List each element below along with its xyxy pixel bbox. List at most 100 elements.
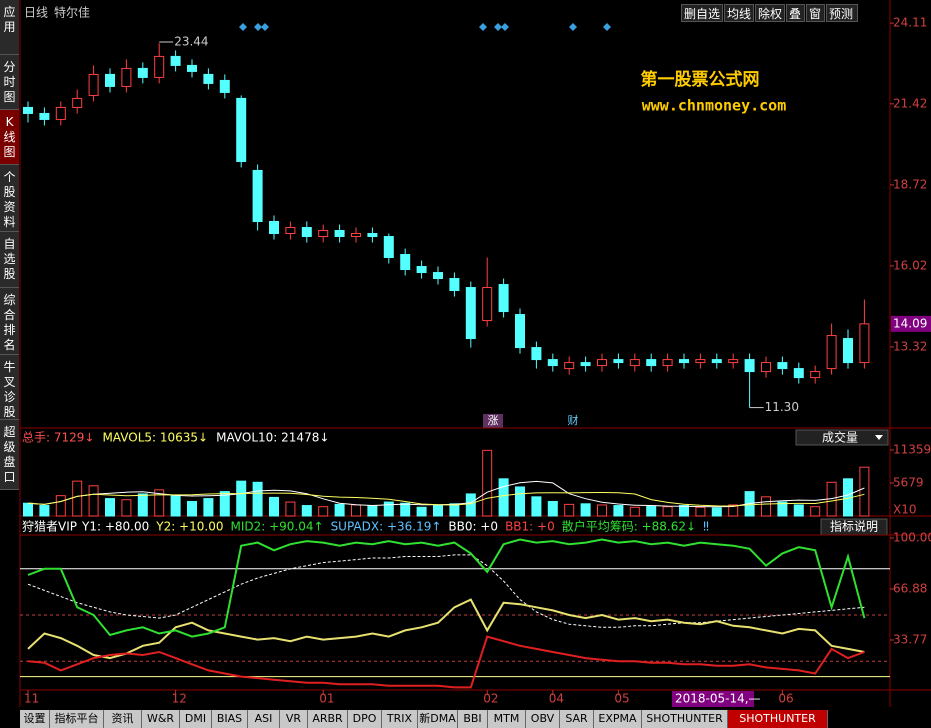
volume-bar [137, 493, 148, 517]
indicator-header: SUPADX: +36.19↑ [331, 520, 442, 534]
candle-body [318, 230, 329, 238]
volume-bar [662, 506, 673, 517]
volume-bar [465, 493, 476, 517]
volume-bar [39, 505, 50, 517]
event-tag: 财 [568, 413, 579, 427]
indicator-header: Y1: +80.00 [81, 520, 149, 534]
bottom-tab[interactable]: SHOTHUNTER [642, 710, 728, 728]
volume-bar [121, 499, 132, 517]
event-marker [239, 23, 247, 31]
volume-menu[interactable] [795, 429, 889, 446]
bottom-tab[interactable]: ARBR [308, 710, 348, 728]
event-marker [261, 23, 269, 31]
toolbar-button[interactable]: 叠 [786, 4, 805, 22]
volume-bar [793, 504, 804, 517]
volume-bar [301, 505, 312, 517]
bottom-tab[interactable]: DMI [180, 710, 212, 728]
toolbar-button[interactable]: 预测 [826, 4, 858, 22]
candle-body [646, 359, 657, 367]
sidebar-tab[interactable]: 自选股 [0, 232, 19, 288]
y-tick-label: 13.32 [893, 339, 927, 353]
volume-bar [400, 502, 411, 517]
x-tick-label: 12 [172, 692, 187, 706]
peak-label: 23.44 [174, 35, 208, 49]
indicator-header: MID2: +90.04↑ [230, 520, 323, 534]
bottom-tab[interactable]: SAR [560, 710, 594, 728]
volume-bar [219, 491, 230, 517]
bottom-tab[interactable]: DPO [348, 710, 382, 728]
toolbar-button[interactable]: 均线 [724, 4, 754, 22]
volume-bar [679, 505, 689, 517]
sidebar-tab[interactable]: 超级盘口 [0, 420, 19, 490]
bottom-tab[interactable]: 设置 [20, 710, 50, 728]
volume-bar [498, 478, 509, 517]
candle-body [383, 236, 394, 259]
volume-bar [187, 500, 197, 517]
bottom-tab[interactable]: SHOTHUNTER [728, 710, 828, 728]
sidebar-tab[interactable]: K线图 [0, 110, 19, 165]
indicator-line [27, 598, 865, 660]
sidebar-tab[interactable]: 分时图 [0, 55, 19, 110]
bottom-tab[interactable]: 新DMA [418, 710, 458, 728]
bottom-tab[interactable]: ASI [248, 710, 280, 728]
candle-body [777, 362, 788, 370]
candle-body [843, 338, 853, 364]
candle-body [547, 359, 558, 367]
bottom-tab[interactable]: 资讯 [104, 710, 142, 728]
candle-body [219, 79, 230, 93]
bottom-tab[interactable]: BIAS [212, 710, 248, 728]
sidebar-tab[interactable]: 应用 [0, 0, 19, 55]
volume-bar [531, 496, 542, 517]
bottom-tab[interactable]: EXPMA [594, 710, 642, 728]
event-marker [494, 23, 502, 31]
candle-body [400, 254, 411, 271]
volume-bar [383, 501, 394, 517]
volume-bar [55, 495, 66, 517]
candle-body [859, 323, 870, 364]
sidebar-tab[interactable]: 个股资料 [0, 165, 19, 232]
event-marker [569, 23, 577, 31]
bottom-tab[interactable]: 指标平台 [50, 710, 104, 728]
volume-menu-label[interactable]: 成交量 [822, 430, 858, 445]
volume-bar [72, 480, 83, 517]
y-tick-label: 11359 [893, 443, 931, 457]
event-markers [239, 23, 611, 31]
candle-body [449, 278, 460, 292]
candle-body [23, 106, 33, 114]
toolbar-button[interactable]: 除权 [755, 4, 785, 22]
indicator-line [27, 538, 866, 638]
volume-bar [449, 503, 460, 517]
candle-body [826, 335, 837, 370]
candle-body [334, 230, 345, 238]
x-tick-label: 06 [778, 692, 793, 706]
indicator-help-label[interactable]: 指标说明 [830, 519, 878, 534]
bottom-tab[interactable]: MTM [488, 710, 526, 728]
candle-body [416, 266, 427, 274]
y-tick-label: 18.72 [893, 177, 927, 191]
candle-body [629, 359, 640, 367]
candle-body [39, 112, 50, 120]
volume-bar [859, 466, 870, 517]
candle-body [810, 371, 821, 379]
indicator-header: Y2: +10.00 [155, 520, 223, 534]
bottom-tab[interactable]: OBV [526, 710, 560, 728]
volume-bar [695, 506, 706, 517]
bottom-tab[interactable]: W&R [142, 710, 180, 728]
volume-bar [88, 485, 99, 517]
toolbar-button[interactable]: 删自选 [681, 4, 723, 22]
bottom-tab[interactable]: BBI [458, 710, 488, 728]
volume-bar [564, 503, 575, 517]
sidebar-tab[interactable]: 牛叉诊股 [0, 355, 19, 420]
x-tick-label: 01 [319, 692, 334, 706]
toolbar-button[interactable]: 窗 [806, 4, 825, 22]
bottom-tab[interactable]: TRIX [382, 710, 418, 728]
volume-bar [613, 505, 624, 517]
indicator-line [27, 554, 865, 628]
bottom-tab[interactable]: VR [280, 710, 308, 728]
candle-body [269, 221, 279, 235]
event-marker [479, 23, 487, 31]
candle-body [515, 314, 525, 349]
y-tick-label: 33.77 [893, 632, 927, 646]
sidebar-tab[interactable]: 综合排名 [0, 288, 19, 355]
